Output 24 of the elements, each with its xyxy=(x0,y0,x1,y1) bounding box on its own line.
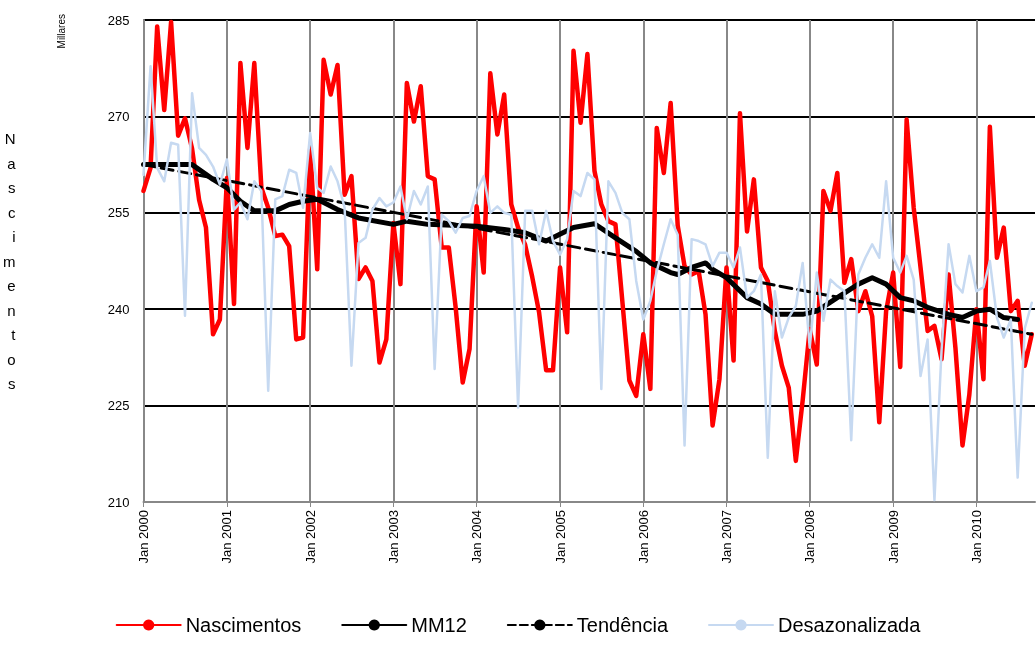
y-tick-label: 285 xyxy=(107,12,130,28)
text: Nascimentos xyxy=(3,130,16,392)
line-series xyxy=(141,19,1035,464)
legend-label: Desazonalizada xyxy=(778,614,922,636)
legend-label: Nascimentos xyxy=(185,614,302,636)
y-tick-label: 210 xyxy=(107,494,130,510)
x-tick-label: Jan 2003 xyxy=(385,510,401,564)
text: Millares xyxy=(55,14,67,49)
x-tick-label: Jan 2007 xyxy=(719,510,735,564)
x-tick-label: Jan 2005 xyxy=(552,510,568,564)
y-tick-label: 240 xyxy=(107,301,130,317)
x-tick-label: Jan 2004 xyxy=(469,510,485,564)
x-tick-label: Jan 2002 xyxy=(302,510,318,564)
y-tick-label: 225 xyxy=(107,398,130,414)
y-tick-label: 270 xyxy=(107,108,130,124)
x-tick-label: Jan 2008 xyxy=(802,510,818,564)
x-tick-label: Jan 2000 xyxy=(136,510,151,564)
x-tick-label: Jan 2006 xyxy=(635,510,651,564)
y-tick-label: 255 xyxy=(107,205,130,221)
legend-label: MM12 xyxy=(411,614,467,636)
x-tick-label: Jan 2010 xyxy=(968,510,984,564)
legend-label: Tendência xyxy=(576,614,669,636)
x-tick-label: Jan 2009 xyxy=(885,510,901,564)
x-tick-label: Jan 2001 xyxy=(219,510,235,564)
